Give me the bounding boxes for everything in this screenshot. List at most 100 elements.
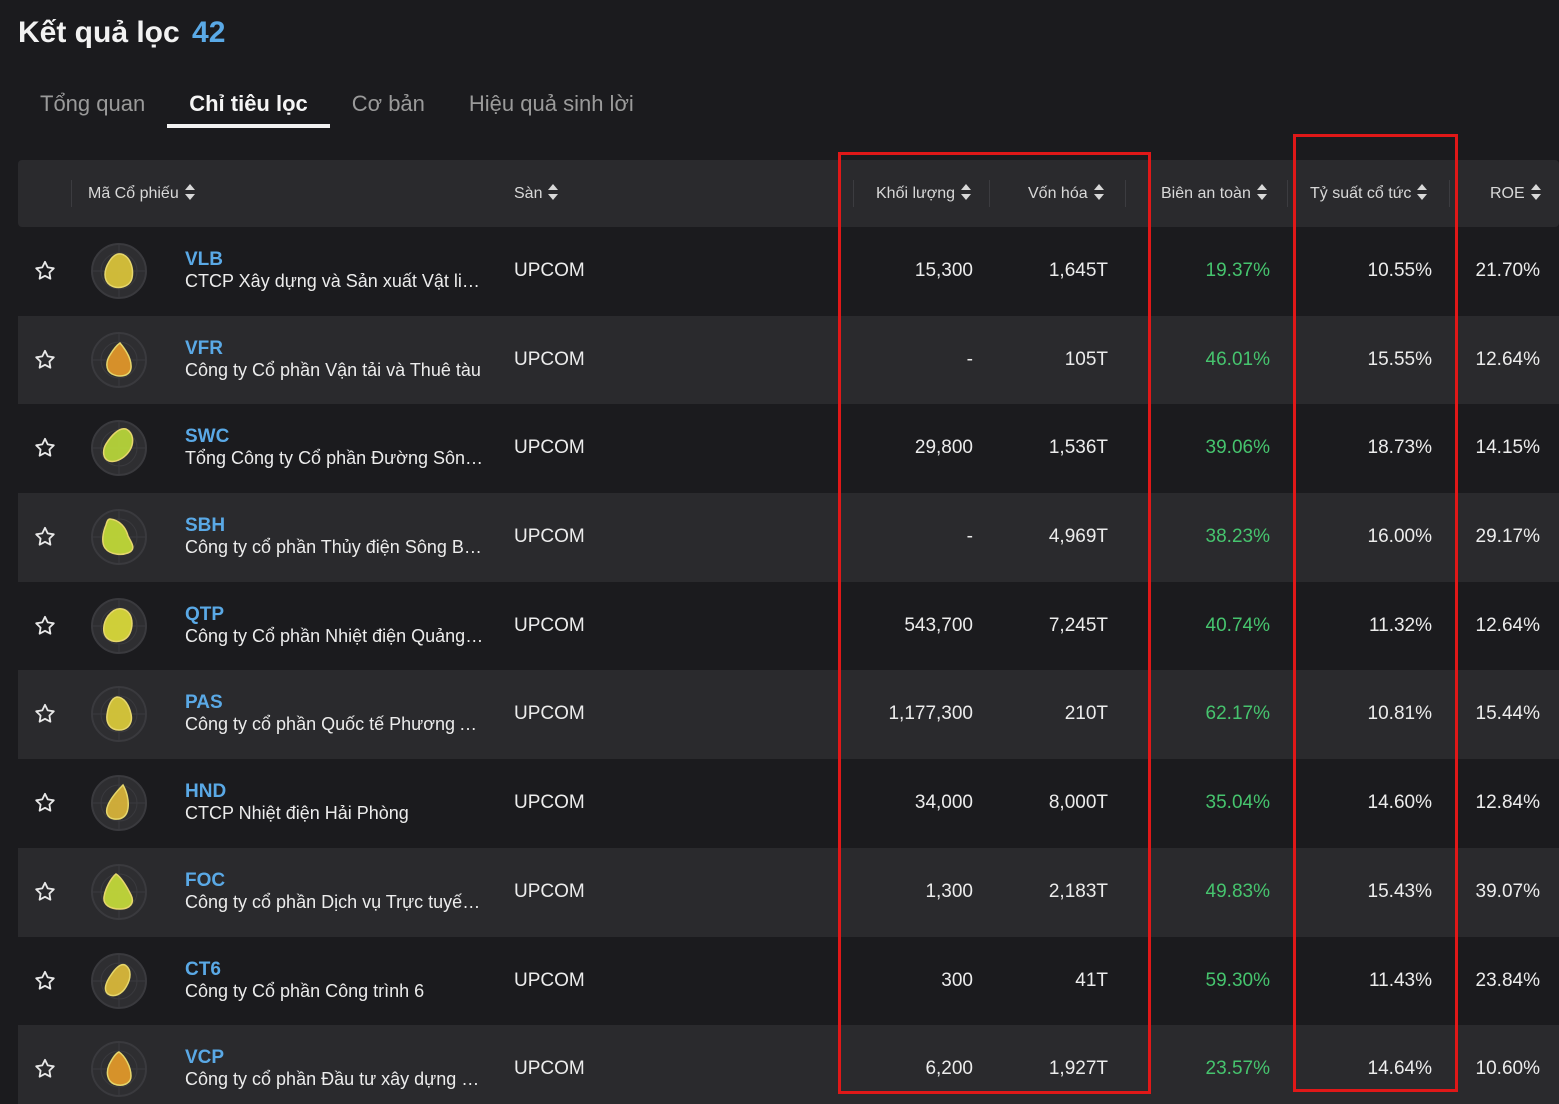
watchlist-star-button[interactable] xyxy=(32,227,58,315)
ticker-link[interactable]: HND xyxy=(185,781,227,803)
page-title: Kết quả lọc 42 xyxy=(18,16,225,50)
table-row[interactable]: VCP Công ty cổ phần Đầu tư xây dựng và .… xyxy=(18,1025,1559,1104)
exchange-value: UPCOM xyxy=(514,969,585,991)
watchlist-star-button[interactable] xyxy=(32,848,58,936)
title-text: Kết quả lọc xyxy=(18,16,180,49)
table-row[interactable]: SBH Công ty cổ phần Thủy điện Sông Ba ..… xyxy=(18,493,1559,582)
stock-name-cell[interactable]: QTP Công ty Cổ phần Nhiệt điện Quảng N..… xyxy=(185,582,495,670)
header-roe[interactable]: ROE xyxy=(1490,160,1541,227)
volume-value: - xyxy=(966,526,973,548)
safety-margin-value: 59.30% xyxy=(1205,969,1270,991)
watchlist-star-button[interactable] xyxy=(32,493,58,581)
tab-filter-criteria[interactable]: Chỉ tiêu lọc xyxy=(167,84,330,128)
header-market-cap-label: Vốn hóa xyxy=(1028,185,1088,202)
sort-icon xyxy=(1093,183,1104,200)
stock-rating-icon xyxy=(90,759,148,847)
safety-margin-value: 19.37% xyxy=(1205,260,1270,281)
table-row[interactable]: QTP Công ty Cổ phần Nhiệt điện Quảng N..… xyxy=(18,581,1559,671)
exchange-value: UPCOM xyxy=(514,348,585,370)
header-exchange[interactable]: Sàn xyxy=(514,160,559,227)
roe-value: 23.84% xyxy=(1475,969,1540,991)
stock-name-cell[interactable]: SBH Công ty cổ phần Thủy điện Sông Ba ..… xyxy=(185,493,495,581)
table-row[interactable]: FOC Công ty cổ phần Dịch vụ Trực tuyến .… xyxy=(18,847,1559,937)
table-row[interactable]: HND CTCP Nhiệt điện Hải Phòng UPCOM 34,0… xyxy=(18,759,1559,848)
watchlist-star-button[interactable] xyxy=(32,937,58,1025)
stock-name-cell[interactable]: SWC Tổng Công ty Cổ phần Đường Sông ... xyxy=(185,404,495,492)
sort-icon xyxy=(548,183,559,200)
stock-name-cell[interactable]: CT6 Công ty Cổ phần Công trình 6 xyxy=(185,937,495,1025)
safety-margin-value: 35.04% xyxy=(1205,792,1270,814)
company-name: Công ty Cổ phần Vận tải và Thuê tàu xyxy=(185,359,481,380)
stock-name-cell[interactable]: VCP Công ty cổ phần Đầu tư xây dựng và .… xyxy=(185,1025,495,1104)
stock-name-cell[interactable]: HND CTCP Nhiệt điện Hải Phòng xyxy=(185,759,495,847)
table-row[interactable]: VFR Công ty Cổ phần Vận tải và Thuê tàu … xyxy=(18,315,1559,405)
volume-value: 1,177,300 xyxy=(888,703,973,725)
exchange-value: UPCOM xyxy=(514,1058,585,1080)
volume-value: 300 xyxy=(941,969,973,991)
table-header: Mã Cổ phiếu Sàn Khối lượng Vốn hóa Biên … xyxy=(18,160,1559,227)
ticker-link[interactable]: VFR xyxy=(185,337,223,359)
dividend-yield-value: 16.00% xyxy=(1367,526,1432,548)
company-name: Công ty cổ phần Quốc tế Phương Anh xyxy=(185,714,485,735)
ticker-link[interactable]: CT6 xyxy=(185,958,221,980)
roe-value: 12.64% xyxy=(1475,614,1540,636)
star-icon xyxy=(35,704,55,724)
volume-value: 34,000 xyxy=(914,792,973,814)
watchlist-star-button[interactable] xyxy=(32,1025,58,1104)
tab-fundamentals[interactable]: Cơ bản xyxy=(351,91,425,116)
stock-rating-icon xyxy=(90,493,148,581)
ticker-link[interactable]: QTP xyxy=(185,603,225,625)
header-dividend-yield[interactable]: Tỷ suất cổ tức xyxy=(1310,160,1428,227)
stock-rating-icon xyxy=(90,1025,148,1104)
ticker-link[interactable]: PAS xyxy=(185,692,223,714)
stock-name-cell[interactable]: FOC Công ty cổ phần Dịch vụ Trực tuyến .… xyxy=(185,848,495,936)
watchlist-star-button[interactable] xyxy=(32,670,58,758)
ticker-link[interactable]: VCP xyxy=(185,1047,225,1069)
watchlist-star-button[interactable] xyxy=(32,316,58,404)
table-row[interactable]: VLB CTCP Xây dựng và Sản xuất Vật liệu .… xyxy=(18,227,1559,316)
roe-value: 12.64% xyxy=(1475,348,1540,370)
ticker-link[interactable]: SBH xyxy=(185,515,226,537)
watchlist-star-button[interactable] xyxy=(32,582,58,670)
stock-rating-icon xyxy=(90,582,148,670)
tab-profitability[interactable]: Hiệu quả sinh lời xyxy=(468,91,634,116)
stock-name-cell[interactable]: VLB CTCP Xây dựng và Sản xuất Vật liệu .… xyxy=(185,227,495,315)
dividend-yield-value: 15.55% xyxy=(1367,348,1432,370)
header-divider xyxy=(853,180,854,207)
market-cap-value: 210T xyxy=(1064,703,1108,725)
dividend-yield-value: 18.73% xyxy=(1367,437,1432,459)
market-cap-value: 7,245T xyxy=(1048,614,1108,636)
volume-value: 29,800 xyxy=(914,437,973,459)
company-name: Tổng Công ty Cổ phần Đường Sông ... xyxy=(185,448,485,469)
dividend-yield-value: 15.43% xyxy=(1367,880,1432,902)
header-volume[interactable]: Khối lượng xyxy=(876,160,972,227)
table-row[interactable]: CT6 Công ty Cổ phần Công trình 6 UPCOM 3… xyxy=(18,936,1559,1026)
result-count: 42 xyxy=(192,16,226,49)
table-row[interactable]: PAS Công ty cổ phần Quốc tế Phương Anh U… xyxy=(18,670,1559,760)
header-ticker[interactable]: Mã Cổ phiếu xyxy=(88,160,195,227)
tab-overview[interactable]: Tổng quan xyxy=(40,91,146,116)
star-icon xyxy=(35,1059,55,1078)
table-row[interactable]: SWC Tổng Công ty Cổ phần Đường Sông ... … xyxy=(18,404,1559,494)
watchlist-star-button[interactable] xyxy=(32,404,58,492)
safety-margin-value: 38.23% xyxy=(1205,526,1270,548)
roe-value: 12.84% xyxy=(1475,792,1540,814)
market-cap-value: 2,183T xyxy=(1048,880,1108,902)
watchlist-star-button[interactable] xyxy=(32,759,58,847)
volume-value: - xyxy=(966,348,973,370)
stock-name-cell[interactable]: VFR Công ty Cổ phần Vận tải và Thuê tàu xyxy=(185,316,495,404)
stock-name-cell[interactable]: PAS Công ty cổ phần Quốc tế Phương Anh xyxy=(185,670,495,758)
exchange-value: UPCOM xyxy=(514,260,585,281)
ticker-link[interactable]: SWC xyxy=(185,426,230,448)
header-dividend-yield-label: Tỷ suất cổ tức xyxy=(1310,185,1412,202)
ticker-link[interactable]: VLB xyxy=(185,249,223,270)
ticker-link[interactable]: FOC xyxy=(185,869,226,891)
header-safety-margin[interactable]: Biên an toàn xyxy=(1161,160,1267,227)
volume-value: 543,700 xyxy=(904,614,973,636)
header-market-cap[interactable]: Vốn hóa xyxy=(1028,160,1104,227)
exchange-value: UPCOM xyxy=(514,437,585,459)
sort-icon xyxy=(961,183,972,200)
company-name: Công ty cổ phần Dịch vụ Trực tuyến ... xyxy=(185,891,485,912)
company-name: CTCP Nhiệt điện Hải Phòng xyxy=(185,803,409,824)
